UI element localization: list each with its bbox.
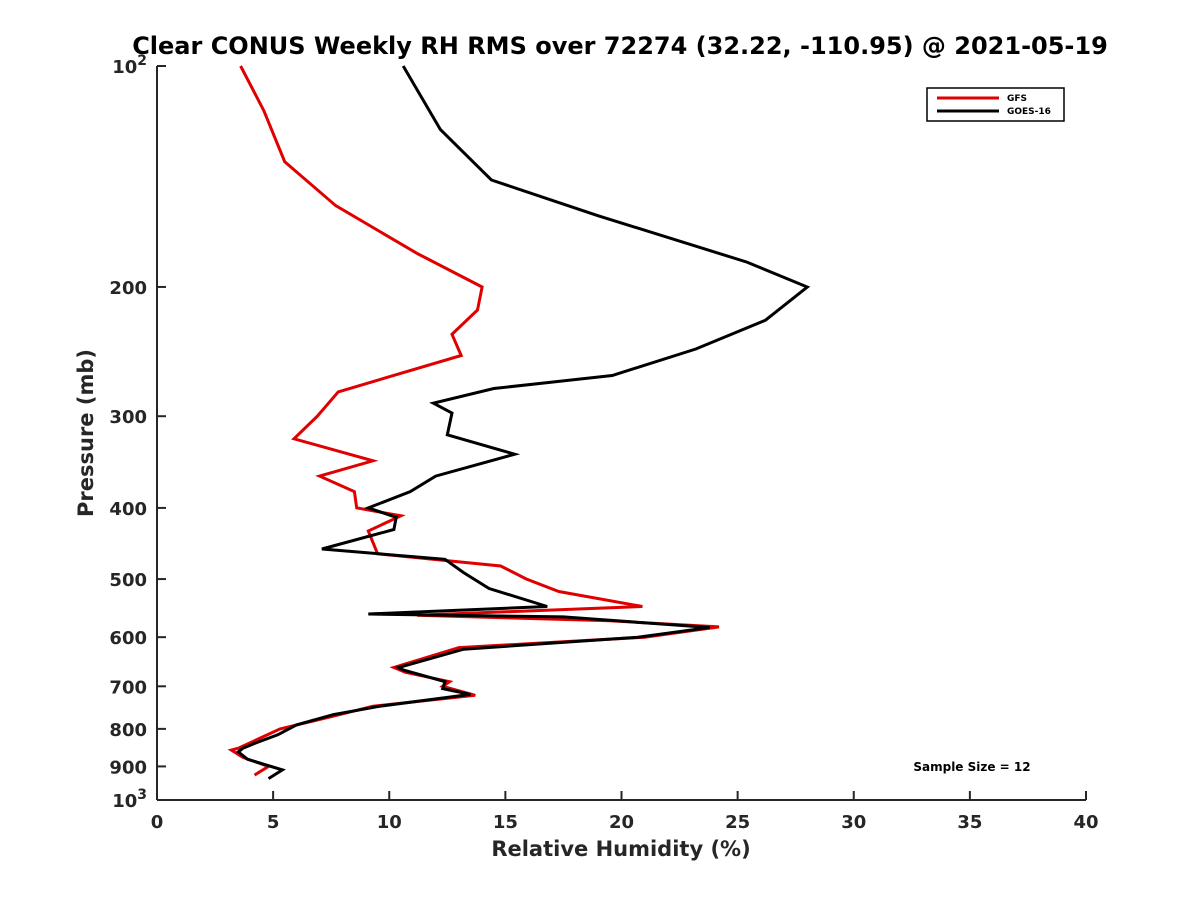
x-tick-label: 35 bbox=[957, 812, 982, 833]
x-tick-label: 0 bbox=[151, 812, 164, 833]
y-tick-label: 500 bbox=[109, 570, 147, 591]
x-tick-label: 30 bbox=[841, 812, 866, 833]
y-tick-label: 800 bbox=[109, 720, 147, 741]
sample-size-annotation: Sample Size = 12 bbox=[913, 760, 1030, 774]
y-tick-label: 300 bbox=[109, 407, 147, 428]
y-tick-label: 102 bbox=[112, 53, 147, 78]
legend: GFS GOES-16 bbox=[926, 87, 1065, 122]
legend-label: GOES-16 bbox=[1007, 107, 1051, 117]
y-tick-label: 700 bbox=[109, 677, 147, 698]
x-axis-ticks: 0 5 10 15 20 25 30 35 40 bbox=[151, 791, 1099, 833]
plot-frame bbox=[156, 66, 1086, 801]
x-tick-label: 5 bbox=[267, 812, 280, 833]
y-axis-ticks: 102 200 300 400 500 600 700 800 900 103 bbox=[109, 53, 166, 812]
x-axis-label: Relative Humidity (%) bbox=[491, 837, 750, 861]
x-tick-label: 20 bbox=[609, 812, 634, 833]
y-tick-label: 103 bbox=[112, 787, 147, 812]
x-tick-label: 40 bbox=[1073, 812, 1098, 833]
y-tick-label: 900 bbox=[109, 757, 147, 778]
legend-label: GFS bbox=[1007, 94, 1027, 104]
legend-box bbox=[926, 87, 1065, 122]
x-tick-label: 15 bbox=[493, 812, 518, 833]
y-tick-label: 400 bbox=[109, 499, 147, 520]
series-line-gfs bbox=[227, 65, 720, 777]
y-axis-label: Pressure (mb) bbox=[74, 349, 98, 517]
series-layer bbox=[227, 65, 811, 780]
chart-title: Clear CONUS Weekly RH RMS over 72274 (32… bbox=[132, 32, 1108, 60]
y-tick-label: 600 bbox=[109, 628, 147, 649]
series-line-goes-16 bbox=[235, 65, 811, 780]
x-tick-label: 10 bbox=[377, 812, 402, 833]
x-tick-label: 25 bbox=[725, 812, 750, 833]
y-tick-label: 200 bbox=[109, 278, 147, 299]
